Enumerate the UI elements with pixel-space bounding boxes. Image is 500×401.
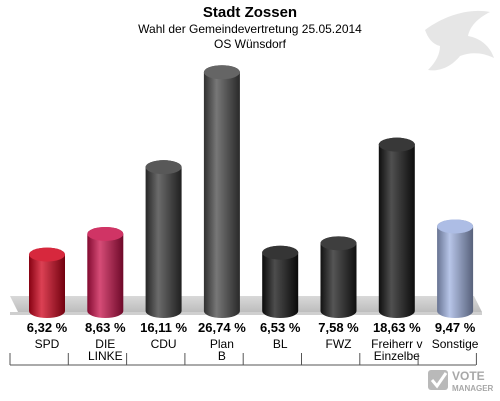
category-label: DIE — [95, 337, 115, 351]
value-label: 7,58 % — [318, 320, 359, 335]
bar-cap — [87, 226, 124, 241]
bar-sonstige — [437, 219, 474, 318]
category-label: Plan — [210, 337, 234, 351]
chart-title: Stadt Zossen — [203, 4, 297, 21]
value-label: 8,63 % — [85, 320, 126, 335]
eagle-emblem-icon — [425, 10, 494, 71]
value-label: 18,63 % — [373, 320, 421, 335]
category-label: Sonstige — [432, 337, 479, 351]
category-label: LINKE — [88, 349, 123, 363]
bar-cap — [320, 236, 357, 251]
value-label: 6,32 % — [27, 320, 68, 335]
bar-freiherr-v-einzelbe — [378, 137, 415, 318]
chart-district: OS Wünsdorf — [214, 37, 287, 51]
category-label: BL — [273, 337, 288, 351]
vote-manager-watermark: VOTE MANAGER — [428, 364, 496, 396]
category-label: B — [218, 349, 226, 363]
value-label: 26,74 % — [198, 320, 246, 335]
bar-cap — [262, 245, 299, 260]
bar-spd — [29, 247, 65, 318]
chart-floor — [10, 296, 482, 312]
value-label: 6,53 % — [260, 320, 301, 335]
category-label: Freiherr v — [371, 337, 422, 351]
chart-subtitle: Wahl der Gemeindevertretung 25.05.2014 — [138, 22, 362, 36]
watermark-line1: VOTE — [452, 369, 485, 383]
category-label: CDU — [151, 337, 177, 351]
category-label: FWZ — [326, 337, 352, 351]
bar-cap — [378, 137, 415, 152]
value-label: 9,47 % — [435, 320, 476, 335]
category-label: SPD — [35, 337, 60, 351]
floor-edge — [10, 312, 482, 315]
category-label: Einzelbe — [374, 349, 420, 363]
bar-plan-b — [203, 65, 240, 319]
bar-cap — [29, 247, 65, 262]
bar-cdu — [145, 160, 182, 318]
value-label: 16,11 % — [140, 320, 187, 335]
bar-die-linke — [87, 226, 124, 318]
watermark-line2: MANAGER — [452, 384, 494, 393]
bar-cap — [203, 65, 240, 80]
bar-cap — [145, 160, 182, 175]
bar-fwz — [320, 236, 357, 318]
bar-bl — [262, 245, 299, 318]
bar-cap — [437, 219, 474, 234]
